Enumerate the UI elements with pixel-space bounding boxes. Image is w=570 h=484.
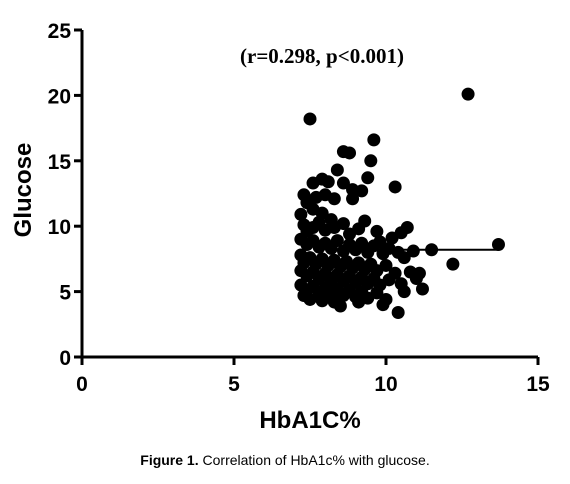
data-point	[461, 87, 475, 101]
data-point	[346, 192, 360, 206]
y-tick-label: 5	[59, 282, 71, 305]
data-point	[406, 244, 420, 258]
data-point	[355, 184, 369, 198]
data-points	[294, 87, 505, 320]
data-point	[315, 294, 329, 308]
data-point	[333, 299, 347, 313]
figure-caption: Figure 1. Correlation of HbA1c% with glu…	[0, 452, 570, 468]
data-point	[367, 239, 381, 253]
y-axis-label: Glucose	[10, 143, 37, 238]
data-point	[376, 298, 390, 312]
x-axis-label: HbA1C%	[259, 407, 360, 434]
data-point	[352, 295, 366, 309]
data-point	[388, 180, 402, 194]
data-point	[294, 207, 308, 221]
data-point	[358, 214, 372, 228]
data-point	[355, 236, 369, 250]
data-point	[400, 221, 414, 235]
data-point	[370, 224, 384, 238]
y-tick-label: 10	[48, 216, 71, 239]
x-tick-label: 15	[526, 373, 550, 396]
y-tick-label: 25	[48, 20, 72, 43]
data-point	[367, 133, 381, 147]
data-point	[491, 238, 505, 252]
x-tick-label: 10	[374, 373, 397, 396]
data-point	[364, 154, 378, 168]
data-point	[327, 192, 341, 206]
data-point	[397, 285, 411, 299]
data-point	[297, 289, 311, 303]
y-tick-label: 20	[48, 85, 71, 108]
data-point	[391, 306, 405, 320]
data-point	[330, 163, 344, 177]
data-point	[382, 273, 396, 287]
data-point	[397, 251, 411, 265]
y-tick-label: 0	[59, 347, 71, 370]
data-point	[336, 217, 350, 231]
x-tick-label: 5	[228, 373, 240, 396]
data-point	[321, 175, 335, 189]
data-point	[379, 258, 393, 272]
caption-text: Correlation of HbA1c% with glucose.	[198, 452, 430, 468]
axes: 0 5 10 15 20 25 0 5 10 15	[48, 20, 550, 396]
data-point	[415, 282, 429, 296]
x-tick-label: 0	[76, 373, 88, 396]
data-point	[412, 266, 426, 280]
data-point	[336, 176, 350, 190]
data-point	[303, 112, 317, 126]
y-tick-label: 15	[48, 151, 72, 174]
data-point	[370, 286, 384, 300]
data-point	[343, 146, 357, 160]
data-point	[330, 234, 344, 248]
correlation-annotation: (r=0.298, p<0.001)	[240, 44, 404, 68]
scatter-chart: 0 5 10 15 20 25 0 5 10 15 (r=0.298, p<0.001) HbA1…	[10, 20, 550, 434]
data-point	[446, 257, 460, 271]
caption-label: Figure 1.	[140, 452, 199, 468]
data-point	[361, 171, 375, 185]
